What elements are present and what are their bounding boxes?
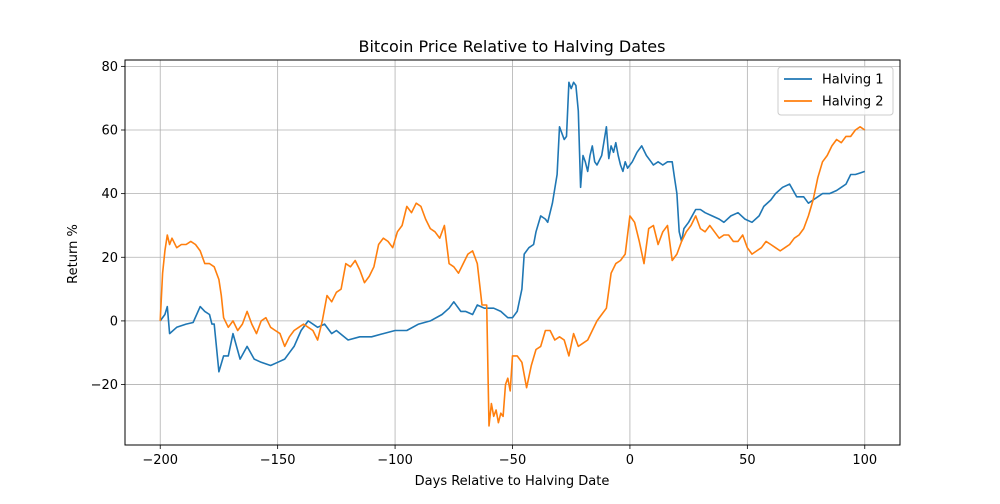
x-tick-label: 0 [626, 453, 634, 468]
y-tick-label: 80 [101, 60, 118, 75]
plot-lines [159, 81, 866, 427]
legend-label: Halving 2 [822, 95, 884, 110]
chart-title: Bitcoin Price Relative to Halving Dates [359, 37, 666, 56]
series-line-halving-1 [159, 81, 866, 373]
x-tick-label: −200 [142, 453, 178, 468]
y-axis-label: Return % [66, 224, 81, 284]
grid [125, 60, 900, 445]
y-tick-label: 60 [101, 124, 118, 139]
y-tick-label: 40 [101, 187, 118, 202]
x-tick-label: −50 [499, 453, 526, 468]
x-axis-label: Days Relative to Halving Date [415, 474, 610, 489]
x-tick-label: −100 [377, 453, 413, 468]
y-tick-label: 0 [110, 314, 118, 329]
legend-label: Halving 1 [822, 73, 884, 88]
x-tick-label: 100 [852, 453, 877, 468]
legend: Halving 1 Halving 2 [777, 66, 894, 116]
x-tick-label: −150 [260, 453, 296, 468]
y-tick-label: −20 [91, 378, 118, 393]
x-tick-label: 50 [739, 453, 756, 468]
y-tick-label: 20 [101, 251, 118, 266]
series-line-halving-2 [159, 126, 866, 427]
